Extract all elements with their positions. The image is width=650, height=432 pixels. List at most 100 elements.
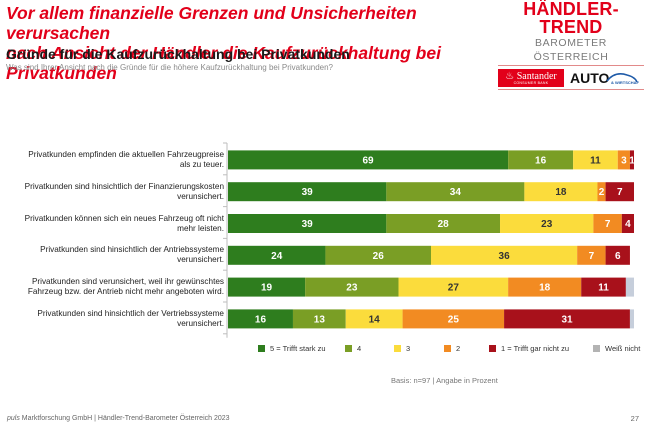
- legend-label: 2: [456, 344, 461, 353]
- bar-segment: [500, 214, 594, 233]
- data-label: 34: [450, 187, 462, 198]
- sponsor-logos: ♨ Santander CONSUMER BANK AUTO & WIRTSCH…: [498, 68, 644, 88]
- data-label: 3: [621, 155, 627, 166]
- santander-name: Santander: [516, 70, 557, 82]
- bar-segment: [625, 277, 634, 297]
- legend-item: 1 = Trifft gar nicht zu: [489, 344, 569, 353]
- legend-label: 5 = Trifft stark zu: [270, 344, 326, 353]
- data-label: 23: [541, 219, 553, 230]
- category-label: Privatkunden empfinden die aktuellen Fah…: [0, 150, 224, 170]
- bar-segment: [504, 309, 630, 329]
- legend-swatch: [489, 345, 496, 352]
- bar-segment: [402, 309, 505, 329]
- category-label: Privatkunden sind hinsichtlich der Vertr…: [0, 309, 224, 329]
- bar-segment: [345, 309, 403, 329]
- bar-segment: [292, 309, 346, 329]
- category-label-line: Privatkunden können sich ein neues Fahrz…: [24, 213, 224, 223]
- bar-segment: [228, 309, 293, 329]
- legend-swatch: [593, 345, 600, 352]
- category-label-line: verunsichert.: [177, 318, 224, 328]
- footer-company-italic: puls: [7, 415, 20, 422]
- legend-label: 4: [357, 344, 362, 353]
- bar-segment: [386, 182, 525, 202]
- bar-segment: [305, 277, 399, 297]
- logo-divider-bottom: [498, 89, 644, 90]
- bar-segment: [629, 309, 634, 329]
- data-label: 39: [302, 187, 314, 198]
- category-label-line: verunsichert.: [177, 255, 224, 265]
- bar-segment: [386, 214, 501, 233]
- bar-segment: [593, 214, 622, 233]
- data-label: 69: [363, 155, 375, 166]
- page-number: 27: [630, 414, 639, 423]
- flame-icon: ♨: [505, 70, 515, 82]
- headline: Vor allem finanzielle Grenzen und Unsich…: [6, 3, 476, 83]
- santander-logo: ♨ Santander CONSUMER BANK: [498, 69, 564, 87]
- bar-segment: [228, 150, 509, 170]
- legend-item: 3: [394, 344, 410, 353]
- basis-note: Basis: n=97 | Angabe in Prozent: [391, 376, 498, 385]
- legend-swatch: [394, 345, 401, 352]
- bar-segment: [228, 182, 387, 202]
- survey-question: Was sind Ihrer Ansicht nach die Gründe f…: [6, 63, 334, 72]
- legend-swatch: [345, 345, 352, 352]
- data-label: 14: [369, 314, 381, 325]
- category-label: Privatkunden sind hinsichtlich der Finan…: [0, 182, 224, 202]
- category-label: Privatkunden sind hinsichtlich der Antri…: [0, 245, 224, 265]
- category-label-line: Privatkunden sind hinsichtlich der Antri…: [40, 245, 224, 255]
- bar-segment: [621, 214, 634, 233]
- data-label: 36: [499, 251, 511, 262]
- data-label: 16: [255, 314, 267, 325]
- legend-item: 2: [444, 344, 460, 353]
- bar-segment: [577, 245, 606, 265]
- bar-segment: [228, 214, 387, 233]
- data-label: 13: [314, 314, 326, 325]
- data-label: 39: [302, 219, 314, 230]
- chart-subtitle: Gründe für die Kaufzurückhaltung bei Pri…: [6, 46, 350, 62]
- footer-credit: puls Marktforschung GmbH | Händler-Trend…: [7, 415, 230, 422]
- bar-segment: [581, 277, 626, 297]
- data-label: 24: [271, 251, 283, 262]
- data-label: 11: [598, 283, 609, 294]
- bar-segment: [228, 245, 326, 265]
- logo-brand: HÄNDLER-TREND: [523, 0, 619, 37]
- data-label: 6: [615, 251, 621, 262]
- svg-text:& WIRTSCHAFT: & WIRTSCHAFT: [611, 80, 639, 85]
- data-label: 25: [448, 314, 460, 325]
- auto-name: AUTO: [570, 70, 610, 86]
- category-label-line: Privatkunden empfinden die aktuellen Fah…: [28, 149, 224, 159]
- category-label-line: mehr leisten.: [177, 223, 224, 233]
- category-label-line: verunsichert.: [177, 191, 224, 201]
- santander-sub: CONSUMER BANK: [513, 80, 549, 85]
- bar-segment: [629, 150, 634, 170]
- data-label: 2: [599, 187, 605, 198]
- barometer-logo: HÄNDLER-TREND BAROMETER ÖSTERREICH ♨ San…: [498, 0, 644, 91]
- legend-swatch: [444, 345, 451, 352]
- data-label: 18: [555, 187, 567, 198]
- bar-segment: [508, 277, 582, 297]
- data-label: 11: [590, 155, 601, 166]
- data-label: 27: [448, 283, 460, 294]
- legend-label: 1 = Trifft gar nicht zu: [501, 344, 570, 353]
- car-swoosh-icon: & WIRTSCHAFT: [606, 73, 639, 85]
- logo-divider: [498, 65, 644, 66]
- headline-line-1: Vor allem finanzielle Grenzen und Unsich…: [6, 3, 417, 43]
- data-label: 19: [261, 283, 273, 294]
- bar-segment: [605, 245, 630, 265]
- category-label-line: Privatkunden sind verunsichert, weil ihr…: [31, 277, 224, 287]
- category-label-line: Privatkunden sind hinsichtlich der Finan…: [24, 181, 224, 191]
- data-label: 1: [629, 155, 635, 166]
- bar-segment: [398, 277, 509, 297]
- data-label: 26: [373, 251, 385, 262]
- category-label: Privatkunden können sich ein neues Fahrz…: [0, 214, 224, 234]
- category-label-line: als zu teuer.: [179, 159, 224, 169]
- category-label-line: Fahrzeug bzw. der Antrieb nicht mehr ang…: [27, 287, 224, 297]
- bar-segment: [228, 277, 306, 297]
- data-label: 4: [625, 219, 631, 230]
- category-label: Privatkunden sind verunsichert, weil ihr…: [0, 277, 224, 297]
- bar-segment: [597, 182, 606, 202]
- data-label: 28: [438, 219, 450, 230]
- legend-swatch: [258, 345, 265, 352]
- bar-segment: [524, 182, 598, 202]
